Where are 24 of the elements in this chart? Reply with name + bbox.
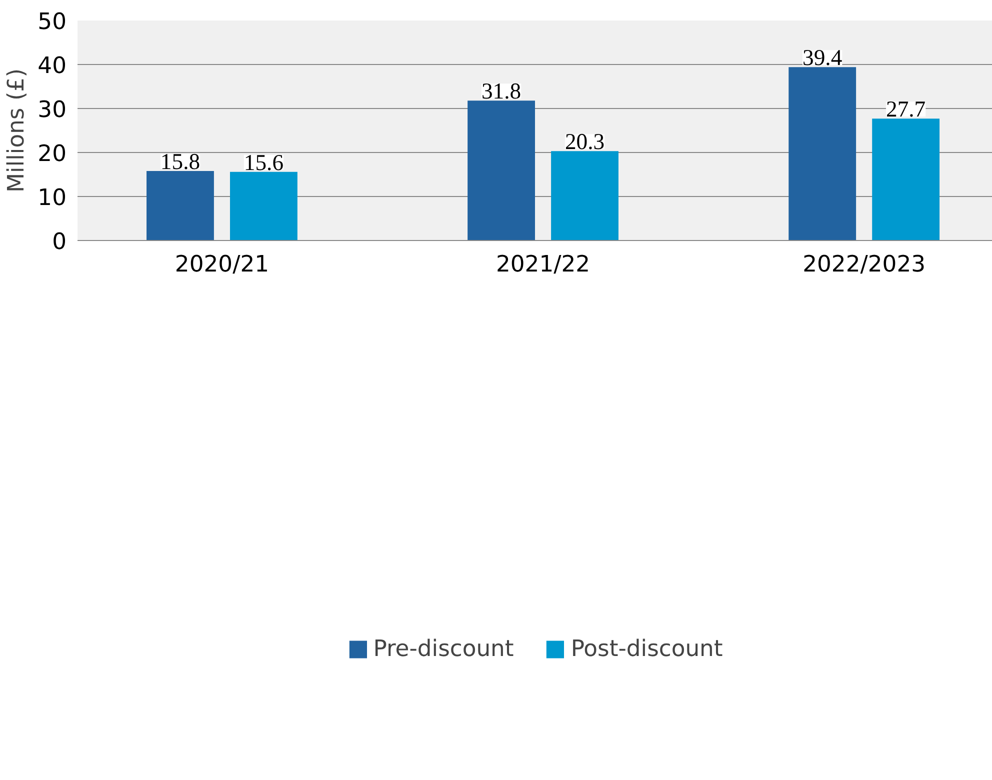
y-tick-label: 20 xyxy=(38,141,67,167)
bar xyxy=(872,118,940,240)
data-label: 15.6 xyxy=(244,150,284,175)
bar xyxy=(551,151,618,240)
data-label: 39.4 xyxy=(802,45,842,70)
bar xyxy=(468,100,535,240)
data-label: 15.8 xyxy=(160,148,200,174)
y-tick-label: 50 xyxy=(38,9,67,35)
y-tick-label: 30 xyxy=(38,97,67,123)
x-tick-label: 2021/22 xyxy=(496,252,590,278)
data-label: 27.7 xyxy=(886,96,926,122)
bar xyxy=(230,172,298,240)
data-label: 20.3 xyxy=(564,129,605,154)
data-label: 31.8 xyxy=(481,78,522,104)
y-axis-title: Millions (£) xyxy=(4,68,30,193)
bar xyxy=(146,170,214,240)
x-tick-label: 2022/2023 xyxy=(802,252,926,278)
y-tick-label: 40 xyxy=(38,53,67,79)
legend-label: Pre-discount xyxy=(373,636,514,662)
y-tick-label: 0 xyxy=(52,229,67,255)
legend-label: Post-discount xyxy=(570,636,723,662)
y-tick-label: 10 xyxy=(38,185,67,211)
bar xyxy=(788,67,856,240)
x-tick-label: 2020/21 xyxy=(174,252,270,278)
